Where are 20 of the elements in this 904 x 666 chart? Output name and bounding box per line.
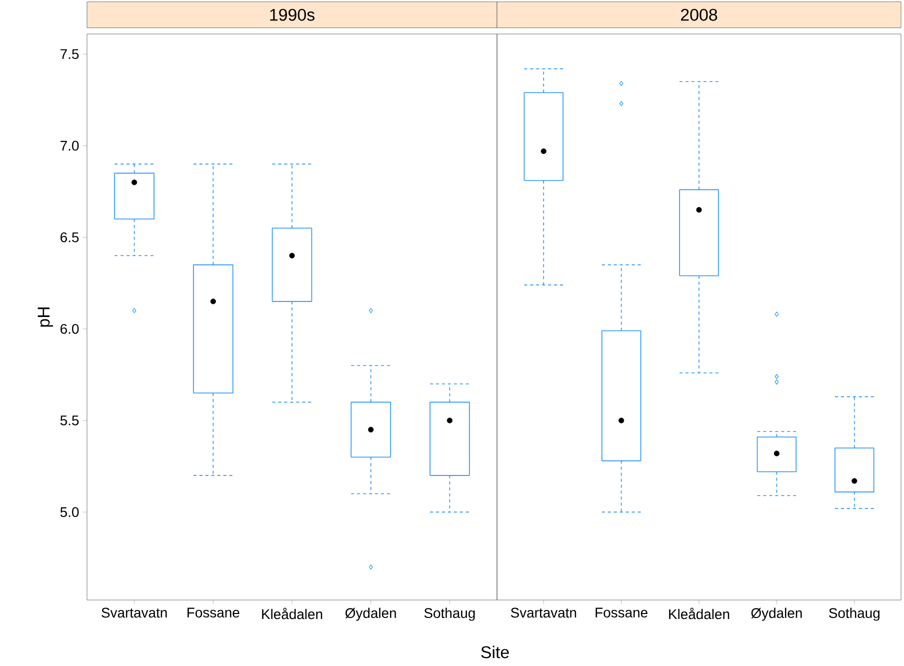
y-tick-label: 5.0 bbox=[60, 507, 79, 518]
y-tick-label: 7.0 bbox=[60, 140, 79, 151]
x-tick-label: Kleådalen bbox=[669, 608, 730, 620]
x-tick-label: Kleådalen bbox=[262, 608, 322, 620]
x-tick-label: Fossane bbox=[596, 608, 648, 618]
y-axis-title: pH bbox=[38, 308, 53, 327]
x-tick-label: Svartavatn bbox=[510, 608, 576, 618]
y-tick-label: 7.5 bbox=[60, 49, 79, 60]
y-tick-label: 6.5 bbox=[60, 232, 79, 242]
x-tick-label: Svartavatn bbox=[102, 608, 167, 618]
x-tick-label: Sothaug bbox=[424, 608, 475, 621]
x-axis-title: Site bbox=[481, 646, 509, 658]
y-tick-label: 6.0 bbox=[60, 324, 79, 334]
x-tick-label: Øydalen bbox=[345, 608, 396, 621]
x-tick-label: Øydalen bbox=[751, 608, 802, 621]
chart-title: 1990s bbox=[270, 8, 314, 21]
chart-title: 2008 bbox=[681, 8, 718, 21]
y-tick-label: 5.5 bbox=[60, 416, 79, 426]
x-tick-label: Fossane bbox=[188, 608, 240, 618]
x-tick-label: Sothaug bbox=[829, 608, 880, 621]
